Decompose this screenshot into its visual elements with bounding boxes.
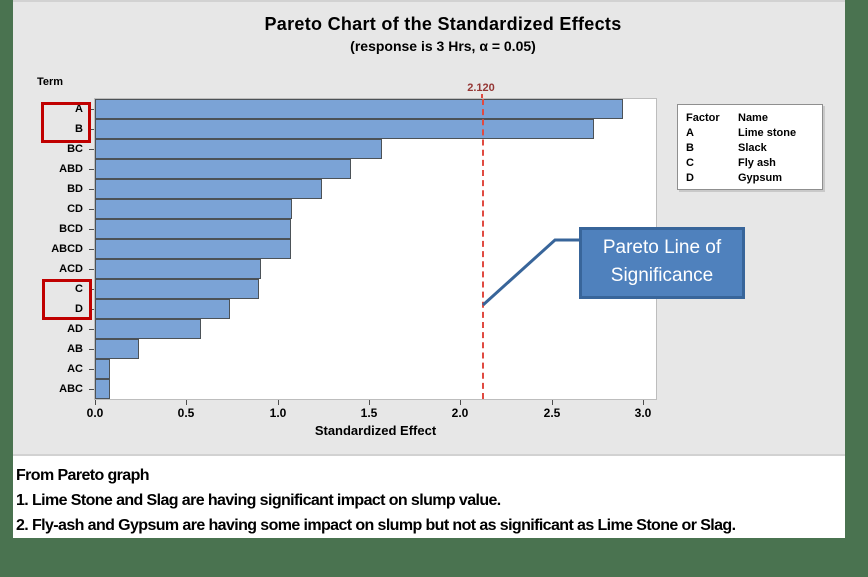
x-axis-tick-label-2.0: 2.0 bbox=[451, 406, 469, 420]
x-axis-tick-label-3.0: 3.0 bbox=[634, 406, 652, 420]
reference-line-value-label: 2.120 bbox=[467, 82, 495, 94]
x-axis-tick-mark bbox=[186, 400, 187, 405]
bar-AC bbox=[95, 359, 110, 379]
pareto-chart-figure: Pareto Chart of the Standardized Effects… bbox=[13, 0, 845, 456]
y-axis-tick-mark bbox=[89, 109, 94, 110]
y-axis-label-AC: AC bbox=[67, 363, 83, 375]
callout-text-line1: Pareto Line of bbox=[602, 237, 722, 258]
y-axis-label-BC: BC bbox=[67, 143, 83, 155]
content-area: Pareto Chart of the Standardized Effects… bbox=[13, 0, 845, 538]
x-axis-tick-mark bbox=[369, 400, 370, 405]
bar-ABC bbox=[95, 379, 110, 399]
legend-name-c: Fly ash bbox=[738, 157, 776, 169]
y-axis-tick-mark bbox=[89, 369, 94, 370]
y-axis-title: Term bbox=[37, 76, 64, 88]
x-axis-tick-mark bbox=[95, 400, 96, 405]
bar-A bbox=[95, 99, 623, 119]
bar-C bbox=[95, 279, 259, 299]
legend-factor-d: D bbox=[686, 172, 694, 184]
plot-area bbox=[94, 98, 657, 400]
y-axis-label-ABC: ABC bbox=[59, 383, 83, 395]
legend-header-row: Factor Name bbox=[686, 111, 822, 126]
callout-text-line2: Significance bbox=[610, 265, 714, 286]
legend-factor-a: A bbox=[686, 127, 694, 139]
y-axis-label-CD: CD bbox=[67, 203, 83, 215]
legend-name-d: Gypsum bbox=[738, 172, 783, 184]
notes-block: From Pareto graph 1. Lime Stone and Slag… bbox=[13, 456, 845, 538]
note-item-2: 2. Fly-ash and Gypsum are having some im… bbox=[16, 517, 736, 534]
bar-BD bbox=[95, 179, 322, 199]
significance-reference-line bbox=[482, 99, 484, 399]
y-axis-tick-mark bbox=[89, 169, 94, 170]
bar-BC bbox=[95, 139, 382, 159]
y-axis-label-B: B bbox=[75, 123, 83, 135]
y-axis-tick-mark bbox=[89, 269, 94, 270]
y-axis-label-AD: AD bbox=[67, 323, 83, 335]
y-axis-label-AB: AB bbox=[67, 343, 83, 355]
x-axis-tick-label-0.5: 0.5 bbox=[177, 406, 195, 420]
y-axis-tick-mark bbox=[89, 149, 94, 150]
x-axis-tick-label-0.0: 0.0 bbox=[86, 406, 104, 420]
legend-row-c: C Fly ash bbox=[686, 156, 822, 171]
bar-ACD bbox=[95, 259, 261, 279]
x-axis-tick-mark bbox=[643, 400, 644, 405]
chart-subtitle: (response is 3 Hrs, α = 0.05) bbox=[350, 38, 536, 54]
bar-B bbox=[95, 119, 594, 139]
bar-AD bbox=[95, 319, 201, 339]
bar-ABCD bbox=[95, 239, 291, 259]
bar-AB bbox=[95, 339, 139, 359]
y-axis-label-D: D bbox=[75, 303, 83, 315]
y-axis-tick-mark bbox=[89, 189, 94, 190]
y-axis-label-BD: BD bbox=[67, 183, 83, 195]
legend-header-name: Name bbox=[738, 112, 768, 124]
y-axis-label-ACD: ACD bbox=[59, 263, 83, 275]
y-axis-label-ABD: ABD bbox=[59, 163, 83, 175]
pareto-line-callout: Pareto Line of Significance bbox=[579, 227, 745, 299]
x-axis-tick-mark bbox=[278, 400, 279, 405]
y-axis-label-C: C bbox=[75, 283, 83, 295]
legend-name-a: Lime stone bbox=[738, 127, 797, 139]
x-axis-tick-label-2.5: 2.5 bbox=[543, 406, 561, 420]
bar-D bbox=[95, 299, 230, 319]
note-heading: From Pareto graph bbox=[16, 467, 150, 484]
x-axis-tick-mark bbox=[460, 400, 461, 405]
y-axis-label-ABCD: ABCD bbox=[51, 243, 83, 255]
y-axis-tick-mark bbox=[89, 389, 94, 390]
highlight-box-terms-c-d bbox=[42, 279, 92, 320]
y-axis-labels: A B BC ABD BD CD BCD ABCD ACD C D AD AB AC ABC bbox=[13, 99, 94, 399]
x-axis-title: Standardized Effect bbox=[314, 423, 437, 438]
y-axis-tick-mark bbox=[89, 129, 94, 130]
legend-row-b: B Slack bbox=[686, 141, 822, 156]
x-axis-tick-label-1.0: 1.0 bbox=[269, 406, 287, 420]
bar-CD bbox=[95, 199, 292, 219]
y-axis-tick-mark bbox=[89, 329, 94, 330]
legend-name-b: Slack bbox=[738, 142, 767, 154]
y-axis-label-BCD: BCD bbox=[59, 223, 83, 235]
bar-ABD bbox=[95, 159, 351, 179]
chart-title: Pareto Chart of the Standardized Effects bbox=[264, 14, 622, 34]
legend-header-factor: Factor bbox=[686, 112, 720, 124]
y-axis-tick-mark bbox=[89, 209, 94, 210]
factor-legend: Factor Name A Lime stone B Slack C Fly a… bbox=[677, 104, 823, 190]
bar-BCD bbox=[95, 219, 291, 239]
highlight-box-terms-a-b bbox=[41, 102, 91, 143]
x-axis-tick-label-1.5: 1.5 bbox=[360, 406, 378, 420]
y-axis-tick-mark bbox=[89, 249, 94, 250]
x-axis-tick-mark bbox=[552, 400, 553, 405]
legend-row-d: D Gypsum bbox=[686, 171, 822, 186]
y-axis-label-A: A bbox=[75, 103, 83, 115]
y-axis-tick-mark bbox=[89, 349, 94, 350]
y-axis-tick-mark bbox=[89, 229, 94, 230]
legend-row-a: A Lime stone bbox=[686, 126, 822, 141]
legend-factor-c: C bbox=[686, 157, 694, 169]
legend-factor-b: B bbox=[686, 142, 694, 154]
reference-line-tick bbox=[481, 94, 483, 98]
note-item-1: 1. Lime Stone and Slag are having signif… bbox=[16, 492, 501, 509]
